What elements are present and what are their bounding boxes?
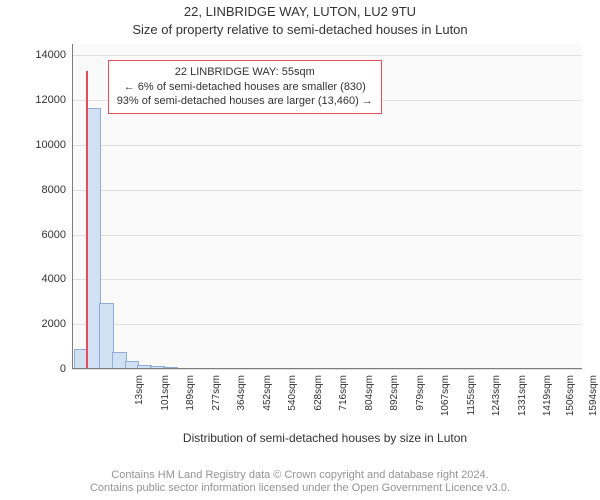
x-tick-label: 1506sqm [565, 375, 576, 435]
grid-line [72, 279, 582, 280]
grid-line [72, 145, 582, 146]
y-tick-label: 6000 [28, 229, 66, 241]
x-tick-label: 1419sqm [542, 375, 553, 435]
x-tick-label: 452sqm [262, 375, 273, 435]
chart-title-main: 22, LINBRIDGE WAY, LUTON, LU2 9TU [0, 4, 600, 19]
info-box-line: ← 6% of semi-detached houses are smaller… [117, 80, 373, 95]
x-tick-label: 1331sqm [517, 375, 528, 435]
y-tick-label: 8000 [28, 184, 66, 196]
x-tick-label: 364sqm [236, 375, 247, 435]
x-tick-label: 277sqm [211, 375, 222, 435]
x-tick-label: 189sqm [185, 375, 196, 435]
grid-line [72, 369, 582, 370]
y-axis-line [72, 44, 73, 369]
x-tick-label: 101sqm [160, 375, 171, 435]
x-tick-label: 13sqm [134, 375, 145, 435]
grid-line [72, 55, 582, 56]
property-info-box: 22 LINBRIDGE WAY: 55sqm← 6% of semi-deta… [108, 60, 382, 115]
property-marker-line [86, 71, 88, 369]
x-tick-label: 1067sqm [440, 375, 451, 435]
grid-line [72, 324, 582, 325]
chart-container: 22, LINBRIDGE WAY, LUTON, LU2 9TU Size o… [0, 0, 600, 500]
x-tick-label: 628sqm [313, 375, 324, 435]
footer-line-2: Contains public sector information licen… [0, 482, 600, 496]
x-tick-label: 1155sqm [466, 375, 477, 435]
x-tick-label: 979sqm [415, 375, 426, 435]
x-tick-label: 1243sqm [491, 375, 502, 435]
y-tick-label: 14000 [28, 49, 66, 61]
x-tick-label: 716sqm [338, 375, 349, 435]
grid-line [72, 235, 582, 236]
y-tick-label: 2000 [28, 318, 66, 330]
info-box-line: 22 LINBRIDGE WAY: 55sqm [117, 65, 373, 80]
x-tick-label: 540sqm [287, 375, 298, 435]
attribution-footer: Contains HM Land Registry data © Crown c… [0, 469, 600, 497]
y-tick-label: 4000 [28, 273, 66, 285]
y-tick-label: 0 [28, 363, 66, 375]
y-tick-label: 12000 [28, 94, 66, 106]
chart-title-sub: Size of property relative to semi-detach… [0, 22, 600, 37]
x-tick-label: 1594sqm [588, 375, 599, 435]
x-axis-line [72, 368, 582, 369]
x-tick-label: 804sqm [364, 375, 375, 435]
info-box-line: 93% of semi-detached houses are larger (… [117, 94, 373, 109]
grid-line [72, 190, 582, 191]
y-tick-label: 10000 [28, 139, 66, 151]
footer-line-1: Contains HM Land Registry data © Crown c… [0, 469, 600, 483]
x-tick-label: 892sqm [389, 375, 400, 435]
